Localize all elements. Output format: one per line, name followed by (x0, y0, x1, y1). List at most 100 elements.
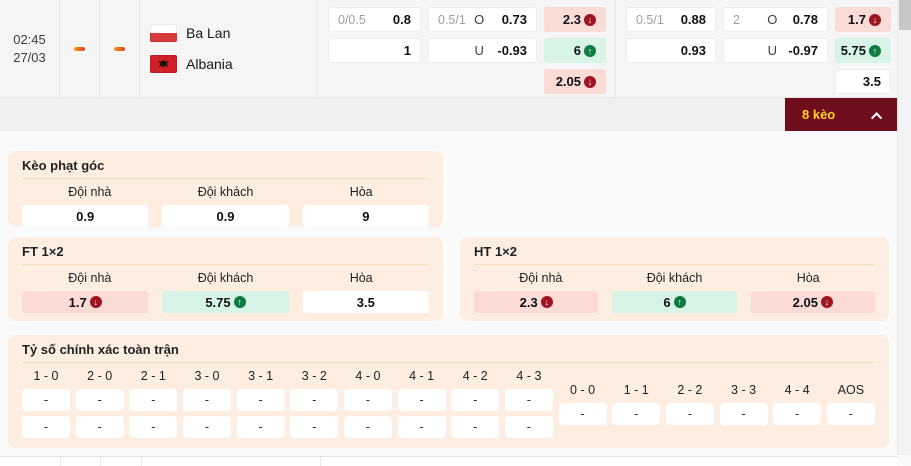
score-header: 3 - 2 (301, 369, 327, 383)
under-letter: U (767, 43, 778, 58)
odds-value: 6 (573, 43, 581, 58)
score-header: AOS (837, 383, 865, 397)
over-odds-cell[interactable]: 0.5/1 O 0.73 (428, 7, 537, 32)
score-header: 0 - 0 (570, 383, 596, 397)
over-odds-cell[interactable]: 2 O 0.78 (723, 7, 828, 32)
score-odds-cell[interactable]: - (236, 416, 285, 438)
score-odds-cell[interactable]: - (22, 389, 70, 411)
score-col-2-2: 2 - 2 - (665, 368, 714, 439)
score-col-4-2: 4 - 2 - - (451, 368, 500, 439)
handicap-odds-cell[interactable]: 1 (328, 38, 421, 63)
score-odds-cell[interactable]: - (773, 403, 822, 425)
ft-card-title: FT 1×2 (22, 237, 429, 265)
odds-count-label: 8 kèo (802, 107, 836, 122)
score-odds-cell[interactable]: - (22, 416, 70, 438)
corner-card-title: Kèo phạt góc (22, 151, 429, 179)
ft-away-odds-cell[interactable]: 5.75 ↑ (162, 291, 289, 313)
score-col-4-4: 4 - 4 - (773, 368, 822, 439)
score-header: 4 - 3 (516, 369, 542, 383)
home-win-odds-cell[interactable]: 2.3 ↓ (544, 7, 606, 32)
odds-value: 3.5 (356, 294, 375, 310)
ht-draw-odds-cell[interactable]: 2.05 ↓ (750, 291, 875, 313)
handicap-odds-cell[interactable]: 0.93 (626, 38, 716, 63)
score-col-1-1: 1 - 1 - (612, 368, 661, 439)
vertical-scrollbar[interactable] (897, 0, 911, 455)
match-time: 02:45 27/03 (0, 0, 60, 97)
score-odds-cell[interactable]: - (558, 403, 607, 425)
correct-score-card: Tỷ số chính xác toàn trận 1 - 0 - - 2 - … (8, 335, 889, 448)
draw-label: Hòa (349, 185, 373, 199)
away-score-cell (100, 0, 140, 97)
draw-odds-cell[interactable]: 2.05 ↓ (544, 69, 606, 94)
score-col-1-0: 1 - 0 - - (22, 368, 70, 439)
handicap-odds: 0.93 (680, 43, 706, 58)
column-divider (60, 457, 61, 466)
corner-away-odds-cell[interactable]: 0.9 (162, 205, 289, 227)
score-odds-cell[interactable]: - (129, 416, 178, 438)
score-header: 4 - 2 (462, 369, 488, 383)
away-label: Đội khách (646, 271, 703, 285)
score-col-3-3: 3 - 3 - (719, 368, 768, 439)
score-odds-cell[interactable]: - (451, 389, 500, 411)
score-odds-cell[interactable]: - (504, 389, 553, 411)
ht-away-odds-cell[interactable]: 6 ↑ (612, 291, 737, 313)
odds-value: 2.05 (792, 294, 818, 310)
handicap-odds-cell[interactable]: 0/0.5 0.8 (328, 7, 421, 32)
home-team-link[interactable]: Ba Lan (150, 24, 317, 42)
column-divider (141, 457, 142, 466)
score-odds-cell[interactable]: - (665, 403, 714, 425)
ht-home-odds-cell[interactable]: 2.3 ↓ (474, 291, 599, 313)
odds-count-toggle[interactable]: 8 kèo (785, 98, 897, 131)
score-col-4-3: 4 - 3 - - (504, 368, 553, 439)
odds-divider (615, 0, 616, 97)
ft-draw-odds-cell[interactable]: 3.5 (302, 291, 429, 313)
under-odds-cell[interactable]: U -0.97 (723, 38, 828, 63)
draw-label: Hòa (796, 271, 820, 285)
score-odds-cell[interactable]: - (236, 389, 285, 411)
score-odds-cell[interactable]: - (719, 403, 768, 425)
trend-down-icon: ↓ (820, 296, 833, 308)
home-win-odds-cell[interactable]: 1.7 ↓ (835, 7, 891, 32)
score-odds-cell[interactable]: - (451, 416, 500, 438)
odds-value: 3.5 (862, 74, 881, 89)
home-score-cell (60, 0, 100, 97)
score-odds-cell[interactable]: - (826, 403, 875, 425)
away-team-link[interactable]: Albania (150, 55, 317, 73)
handicap-line: 0.5/1 (636, 12, 664, 27)
score-odds-cell[interactable]: - (290, 416, 339, 438)
score-odds-cell[interactable]: - (397, 389, 446, 411)
score-odds-cell[interactable]: - (343, 389, 392, 411)
ft-card-values: 1.7 ↓ 5.75 ↑ 3.5 (22, 291, 429, 313)
score-odds-cell[interactable]: - (75, 416, 124, 438)
away-win-odds-cell[interactable]: 6 ↑ (544, 38, 606, 63)
away-win-odds-cell[interactable]: 5.75 ↑ (835, 38, 891, 63)
handicap-odds-cell[interactable]: 0.5/1 0.88 (626, 7, 716, 32)
odds-value: 6 (663, 294, 671, 310)
score-odds-cell[interactable]: - (182, 416, 231, 438)
under-odds-cell[interactable]: U -0.93 (428, 38, 537, 63)
score-odds-cell[interactable]: - (129, 389, 178, 411)
over-letter: O (767, 12, 778, 27)
home-label: Đội nhà (68, 271, 112, 285)
score-odds-cell[interactable]: - (182, 389, 231, 411)
score-header: 4 - 0 (355, 369, 381, 383)
score-odds-cell[interactable]: - (75, 389, 124, 411)
ft-ht-row: FT 1×2 Đội nhà Đội khách Hòa 1.7 ↓ 5.75 … (8, 237, 889, 321)
score-odds-cell[interactable]: - (343, 416, 392, 438)
ft-1x2-card: FT 1×2 Đội nhà Đội khách Hòa 1.7 ↓ 5.75 … (8, 237, 443, 321)
odds-value: 0.9 (76, 208, 95, 224)
ft-home-odds-cell[interactable]: 1.7 ↓ (22, 291, 149, 313)
corner-home-odds-cell[interactable]: 0.9 (22, 205, 149, 227)
score-odds-cell[interactable]: - (612, 403, 661, 425)
score-odds-cell[interactable]: - (504, 416, 553, 438)
trend-down-icon: ↓ (584, 75, 596, 88)
draw-odds-cell[interactable]: 3.5 (835, 69, 891, 94)
column-divider (100, 457, 101, 466)
score-odds-cell[interactable]: - (290, 389, 339, 411)
score-header: 2 - 2 (677, 383, 703, 397)
scrollbar-thumb[interactable] (899, 0, 911, 30)
score-odds-cell[interactable]: - (397, 416, 446, 438)
corner-draw-odds-cell[interactable]: 9 (302, 205, 429, 227)
score-header: 4 - 4 (784, 383, 810, 397)
score-header: 1 - 1 (623, 383, 649, 397)
